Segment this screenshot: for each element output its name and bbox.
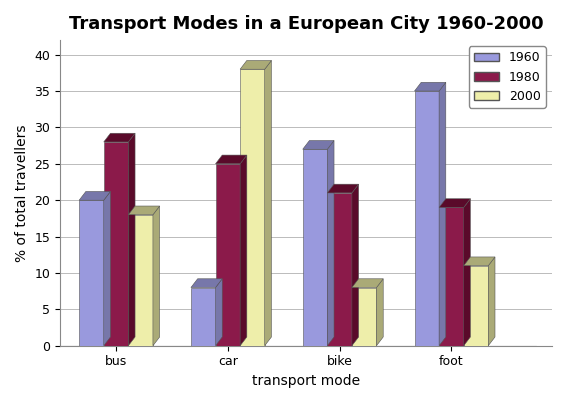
Bar [414, 91, 439, 346]
Polygon shape [104, 191, 111, 346]
Polygon shape [327, 184, 358, 193]
Polygon shape [191, 279, 222, 287]
Title: Transport Modes in a European City 1960-2000: Transport Modes in a European City 1960-… [69, 15, 543, 33]
Polygon shape [240, 155, 247, 346]
Polygon shape [79, 191, 111, 200]
Polygon shape [464, 199, 471, 346]
Bar [104, 142, 128, 346]
Polygon shape [488, 257, 495, 346]
Polygon shape [128, 133, 135, 346]
Bar [240, 69, 265, 346]
Polygon shape [414, 82, 446, 91]
Bar [327, 193, 352, 346]
Bar [128, 215, 153, 346]
Y-axis label: % of total travellers: % of total travellers [15, 124, 29, 262]
X-axis label: transport mode: transport mode [252, 374, 360, 388]
Bar [215, 164, 240, 346]
Polygon shape [303, 141, 334, 149]
Legend: 1960, 1980, 2000: 1960, 1980, 2000 [469, 46, 546, 108]
Polygon shape [439, 82, 446, 346]
Polygon shape [215, 279, 222, 346]
Bar [191, 287, 215, 346]
Polygon shape [265, 60, 272, 346]
Polygon shape [464, 257, 495, 266]
Polygon shape [104, 133, 135, 142]
Polygon shape [352, 184, 358, 346]
Bar [352, 287, 376, 346]
Polygon shape [376, 279, 383, 346]
Polygon shape [439, 199, 471, 208]
Bar [439, 208, 464, 346]
Bar [303, 149, 327, 346]
Polygon shape [240, 60, 272, 69]
Polygon shape [327, 141, 334, 346]
Polygon shape [215, 155, 247, 164]
Bar [464, 266, 488, 346]
Polygon shape [352, 279, 383, 287]
Polygon shape [128, 206, 160, 215]
Polygon shape [153, 206, 160, 346]
Bar [79, 200, 104, 346]
